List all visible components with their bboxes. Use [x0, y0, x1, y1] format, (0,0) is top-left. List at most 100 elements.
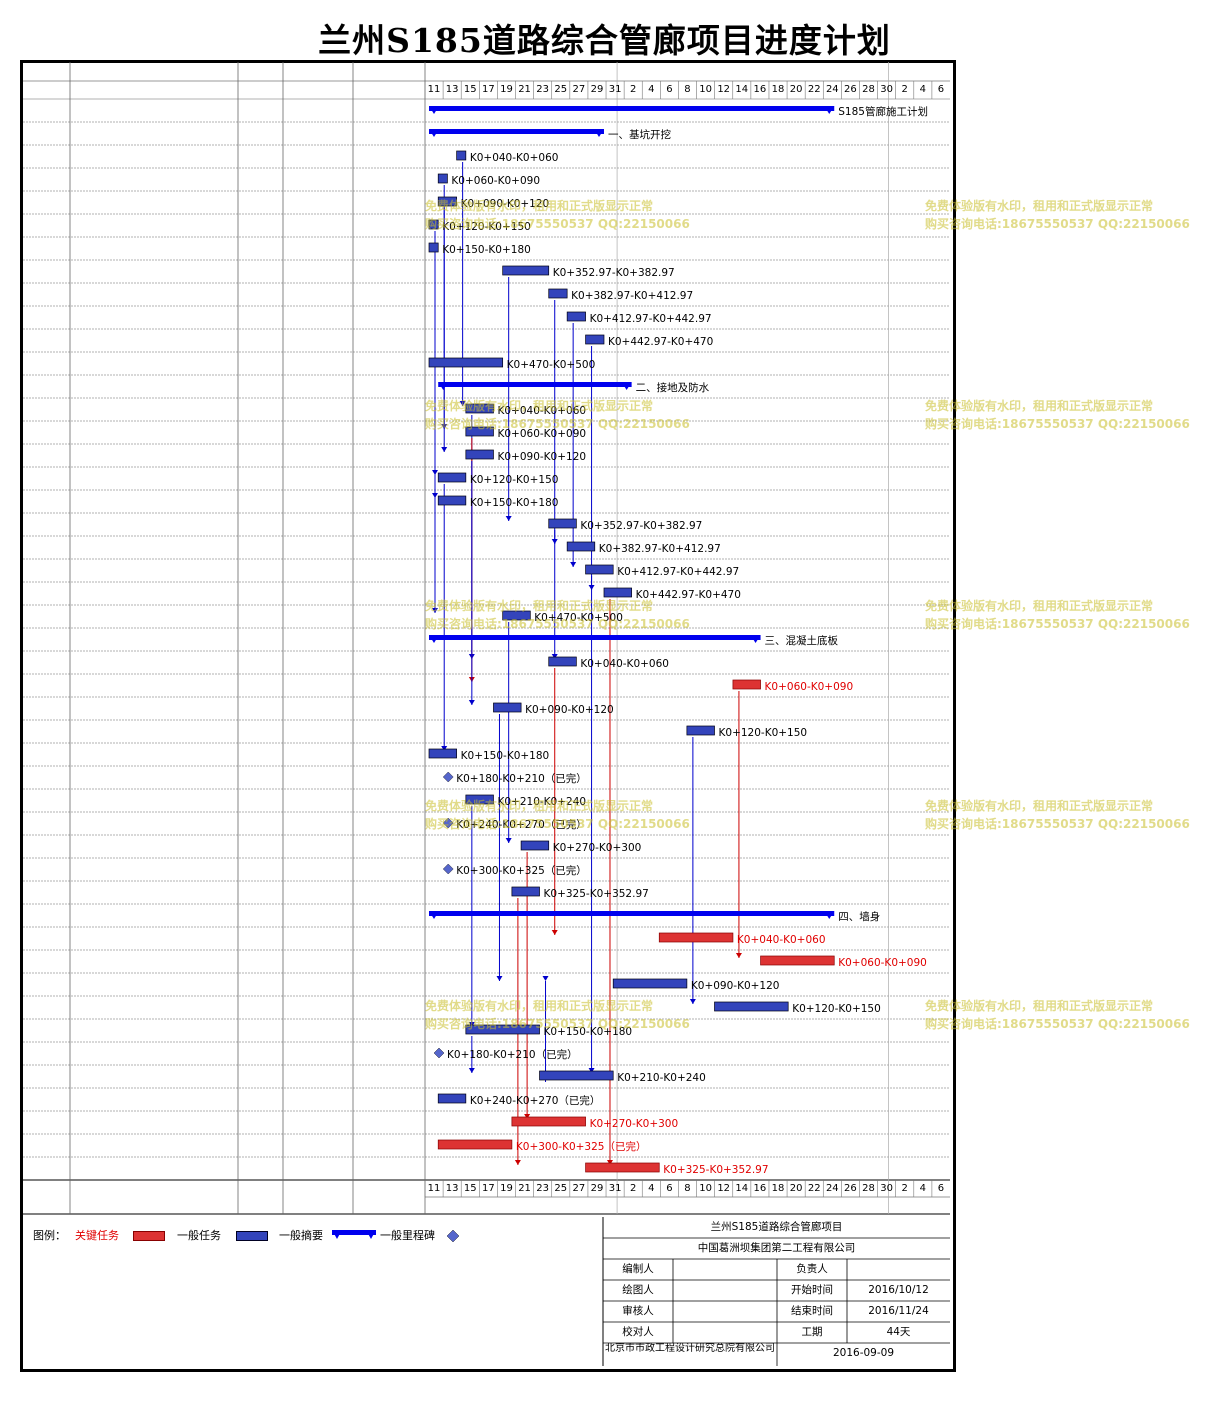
- day-label: 24: [825, 1183, 839, 1194]
- task-bar: [548, 288, 568, 299]
- day-label: 4: [919, 84, 927, 95]
- legend-summary-swatch: [332, 1230, 376, 1239]
- bar-label: K0+060-K0+090: [497, 428, 586, 440]
- bar-label: K0+040-K0+060: [580, 658, 669, 670]
- day-label: 27: [572, 1183, 586, 1194]
- milestone-marker: [433, 1047, 445, 1059]
- day-label: 6: [666, 84, 673, 95]
- task-bar: [511, 886, 540, 897]
- task-bar: [566, 541, 596, 552]
- milestone-marker: [442, 817, 454, 829]
- bar-label: K0+180-K0+210（已完）: [456, 772, 587, 785]
- summary-cap: [824, 106, 835, 114]
- bar-label: K0+470-K0+500: [534, 612, 623, 624]
- bar-label: K0+210-K0+240: [617, 1072, 706, 1084]
- bar-label: S185管廊施工计划: [838, 105, 928, 118]
- bar-label: K0+442.97-K0+470: [608, 336, 713, 348]
- legend-milestone-label: 一般里程碑: [380, 1229, 435, 1242]
- day-label: 2: [629, 84, 637, 95]
- task-bar: [437, 495, 467, 506]
- day-label: 2: [901, 1183, 908, 1194]
- day-label: 21: [518, 84, 531, 95]
- summary-cap: [438, 382, 449, 390]
- day-label: 25: [554, 84, 568, 95]
- day-label: 21: [518, 1183, 531, 1194]
- page-title: 兰州S185道路综合管廊项目进度计划: [318, 21, 891, 60]
- day-label: 25: [554, 1183, 568, 1194]
- task-bar: [465, 449, 494, 460]
- watermark-text: 购买咨询电话:18675550537 QQ:22150066: [925, 617, 1190, 631]
- day-label: 6: [937, 1183, 945, 1194]
- milestone-marker: [442, 771, 454, 783]
- bar-label: K0+060-K0+090: [838, 957, 927, 969]
- task-bar: [428, 748, 457, 759]
- day-label: 16: [753, 84, 767, 95]
- tb-company: 中国葛洲坝集团第二工程有限公司: [697, 1242, 856, 1254]
- bar-label: K0+040-K0+060: [737, 934, 826, 946]
- bar-label: K0+150-K0+180: [544, 1026, 633, 1038]
- summary-bar: [429, 635, 761, 640]
- critical-task-bar: [585, 1162, 660, 1173]
- summary-cap: [429, 635, 439, 643]
- summary-cap: [824, 911, 835, 919]
- task-bar: [502, 610, 531, 621]
- task-bar: [465, 794, 494, 805]
- tb-reviewer-label: 审核人: [622, 1305, 654, 1317]
- bar-label: K0+300-K0+325（已完）: [456, 864, 587, 877]
- day-label: 22: [807, 1183, 821, 1194]
- watermark-text: 免费体验版有水印，租用和正式版显示正常: [425, 399, 654, 413]
- task-bar: [539, 1070, 614, 1081]
- task-bar: [428, 357, 504, 368]
- task-bar: [714, 1001, 789, 1012]
- task-bar: [520, 840, 550, 851]
- legend-summary-label: 一般摘要: [279, 1229, 323, 1242]
- bar-label: K0+325-K0+352.97: [663, 1164, 768, 1176]
- legend-prefix: 图例：: [33, 1229, 66, 1242]
- bar-label: K0+040-K0+060: [497, 405, 586, 417]
- legend-task-swatch: [236, 1231, 268, 1241]
- bar-label: K0+150-K0+180: [442, 244, 531, 256]
- watermark-text: 免费体验版有水印，租用和正式版显示正常: [425, 599, 654, 613]
- tb-dur-value: 44天: [886, 1326, 911, 1338]
- tb-project: 兰州S185道路综合管廊项目: [710, 1221, 843, 1233]
- bar-label: K0+180-K0+210（已完）: [447, 1048, 578, 1061]
- summary-bar: [429, 129, 604, 134]
- task-bar: [686, 725, 715, 736]
- task-bar: [548, 518, 577, 529]
- watermark-text: 购买咨询电话:18675550537 QQ:22150066: [425, 217, 690, 231]
- bar-label: K0+120-K0+150: [470, 474, 559, 486]
- tb-dur-label: 工期: [801, 1326, 823, 1338]
- day-label: 2: [629, 1183, 637, 1194]
- critical-task-bar: [732, 679, 761, 690]
- legend-critical-label: 关键任务: [75, 1229, 119, 1242]
- bar-label: K0+060-K0+090: [451, 175, 540, 187]
- dependency-arrow: [505, 516, 512, 521]
- task-bar: [566, 311, 586, 322]
- day-label: 11: [427, 1183, 441, 1194]
- day-label: 31: [608, 84, 622, 95]
- watermark-text: 免费体验版有水印，租用和正式版显示正常: [925, 399, 1154, 413]
- dependency-arrow: [432, 608, 438, 613]
- bar-label: K0+120-K0+150: [719, 727, 808, 739]
- task-bar: [465, 426, 494, 437]
- bar-label: K0+090-K0+120: [691, 980, 780, 992]
- day-label: 13: [445, 1183, 459, 1194]
- bar-label: K0+210-K0+240: [497, 796, 586, 808]
- day-label: 19: [500, 84, 513, 95]
- task-bar: [428, 219, 439, 230]
- bar-label: K0+300-K0+325（已完）: [516, 1140, 647, 1153]
- bar-label: K0+352.97-K0+382.97: [553, 267, 675, 279]
- day-label: 16: [753, 1183, 767, 1194]
- bar-label: K0+120-K0+150: [792, 1003, 881, 1015]
- day-label: 29: [590, 1183, 604, 1194]
- dependency-arrow: [570, 562, 577, 567]
- bar-label: K0+412.97-K0+442.97: [590, 313, 712, 325]
- bar-label: K0+240-K0+270（已完）: [470, 1094, 601, 1107]
- bar-label: K0+325-K0+352.97: [544, 888, 649, 900]
- dependency-arrow: [588, 1068, 595, 1073]
- tb-start-label: 开始时间: [791, 1284, 833, 1296]
- dependency-arrow: [441, 447, 448, 452]
- bar-label: K0+412.97-K0+442.97: [617, 566, 739, 578]
- day-label: 10: [699, 1183, 712, 1194]
- day-label: 6: [937, 84, 945, 95]
